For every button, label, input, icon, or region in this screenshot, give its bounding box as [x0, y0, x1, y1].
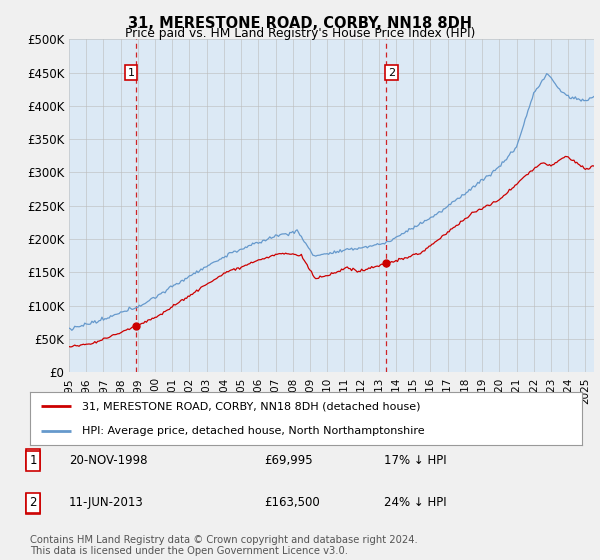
Text: £69,995: £69,995: [264, 454, 313, 468]
Text: 17% ↓ HPI: 17% ↓ HPI: [384, 454, 446, 468]
Text: 20-NOV-1998: 20-NOV-1998: [69, 454, 148, 468]
Text: Price paid vs. HM Land Registry's House Price Index (HPI): Price paid vs. HM Land Registry's House …: [125, 27, 475, 40]
Text: 1: 1: [29, 454, 37, 468]
Text: HPI: Average price, detached house, North Northamptonshire: HPI: Average price, detached house, Nort…: [82, 426, 425, 436]
Text: 1: 1: [29, 452, 37, 466]
Text: 31, MERESTONE ROAD, CORBY, NN18 8DH: 31, MERESTONE ROAD, CORBY, NN18 8DH: [128, 16, 472, 31]
Text: Contains HM Land Registry data © Crown copyright and database right 2024.
This d: Contains HM Land Registry data © Crown c…: [30, 535, 418, 557]
Text: 2: 2: [388, 68, 395, 77]
Text: 24% ↓ HPI: 24% ↓ HPI: [384, 496, 446, 510]
Text: 11-JUN-2013: 11-JUN-2013: [69, 496, 144, 510]
Text: 2: 2: [29, 497, 37, 511]
Text: 1: 1: [127, 68, 134, 77]
Text: £163,500: £163,500: [264, 496, 320, 510]
Text: 2: 2: [29, 496, 37, 510]
Text: 31, MERESTONE ROAD, CORBY, NN18 8DH (detached house): 31, MERESTONE ROAD, CORBY, NN18 8DH (det…: [82, 402, 421, 412]
